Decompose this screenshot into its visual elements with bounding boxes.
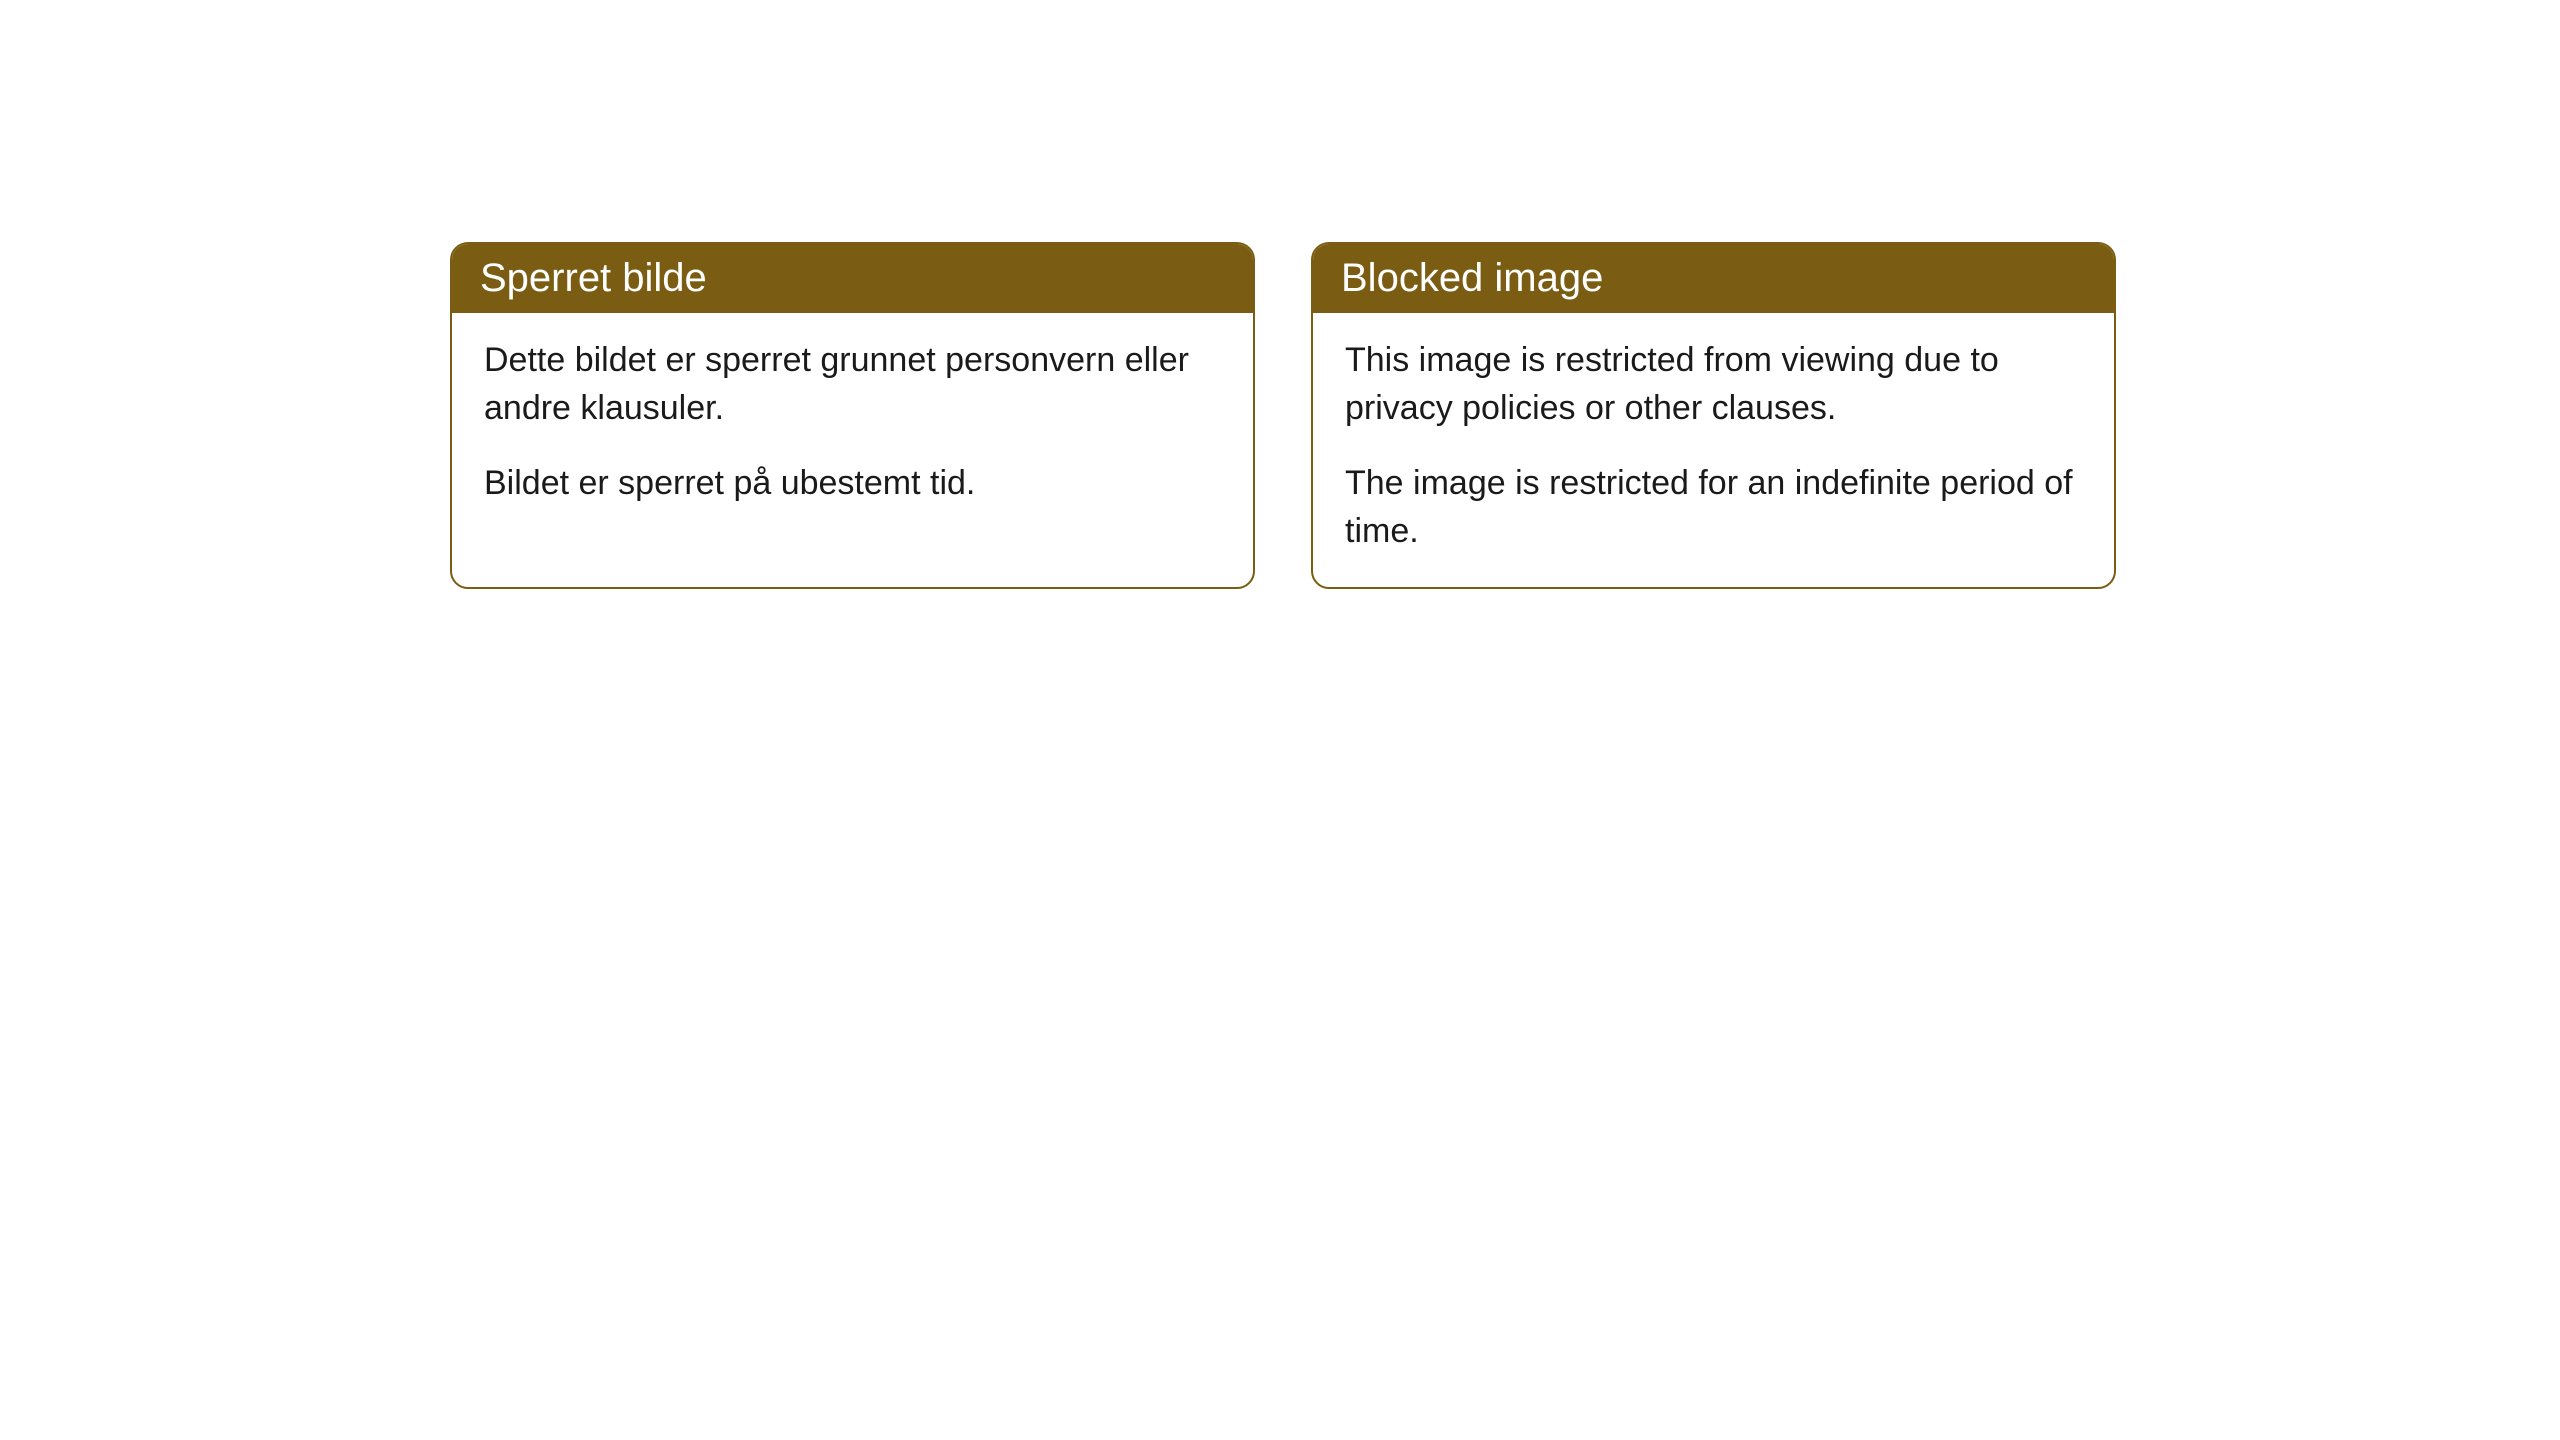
card-body: This image is restricted from viewing du… — [1313, 313, 2114, 587]
card-paragraph: The image is restricted for an indefinit… — [1345, 460, 2082, 555]
card-paragraph: Bildet er sperret på ubestemt tid. — [484, 460, 1221, 508]
cards-container: Sperret bilde Dette bildet er sperret gr… — [450, 242, 2116, 589]
card-header: Blocked image — [1313, 244, 2114, 313]
card-title: Sperret bilde — [480, 256, 707, 300]
notice-card-english: Blocked image This image is restricted f… — [1311, 242, 2116, 589]
card-paragraph: Dette bildet er sperret grunnet personve… — [484, 337, 1221, 432]
card-body: Dette bildet er sperret grunnet personve… — [452, 313, 1253, 540]
notice-card-norwegian: Sperret bilde Dette bildet er sperret gr… — [450, 242, 1255, 589]
card-header: Sperret bilde — [452, 244, 1253, 313]
card-title: Blocked image — [1341, 256, 1603, 300]
card-paragraph: This image is restricted from viewing du… — [1345, 337, 2082, 432]
